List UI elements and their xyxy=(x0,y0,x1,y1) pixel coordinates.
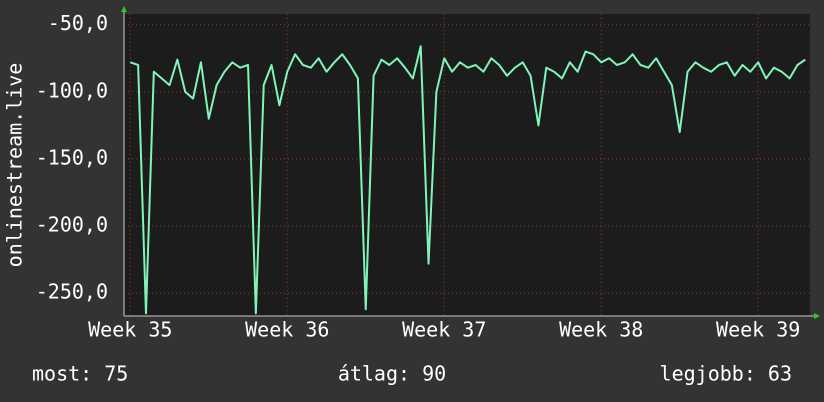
data-line xyxy=(129,45,806,315)
x-tick-label: Week 36 xyxy=(245,318,329,342)
x-tick-label: Week 37 xyxy=(402,318,486,342)
y-axis-arrow xyxy=(121,6,127,12)
y-tick-label: -250,0 xyxy=(36,280,108,304)
y-tick-label: -50,0 xyxy=(48,11,108,35)
y-tick-label: -200,0 xyxy=(36,213,108,237)
stat-current: most: 75 xyxy=(32,362,128,386)
x-tick-label: Week 35 xyxy=(88,318,172,342)
x-tick-label: Week 38 xyxy=(559,318,643,342)
y-tick-label: -100,0 xyxy=(36,78,108,102)
plot-area xyxy=(124,14,810,316)
stat-average: átlag: 90 xyxy=(338,362,446,386)
x-axis-arrow xyxy=(814,313,820,319)
stat-best: legjobb: 63 xyxy=(660,362,792,386)
x-tick-label: Week 39 xyxy=(716,318,800,342)
y-axis-label: onlinestream.live xyxy=(3,63,27,268)
plot xyxy=(124,14,810,316)
y-tick-label: -150,0 xyxy=(36,145,108,169)
